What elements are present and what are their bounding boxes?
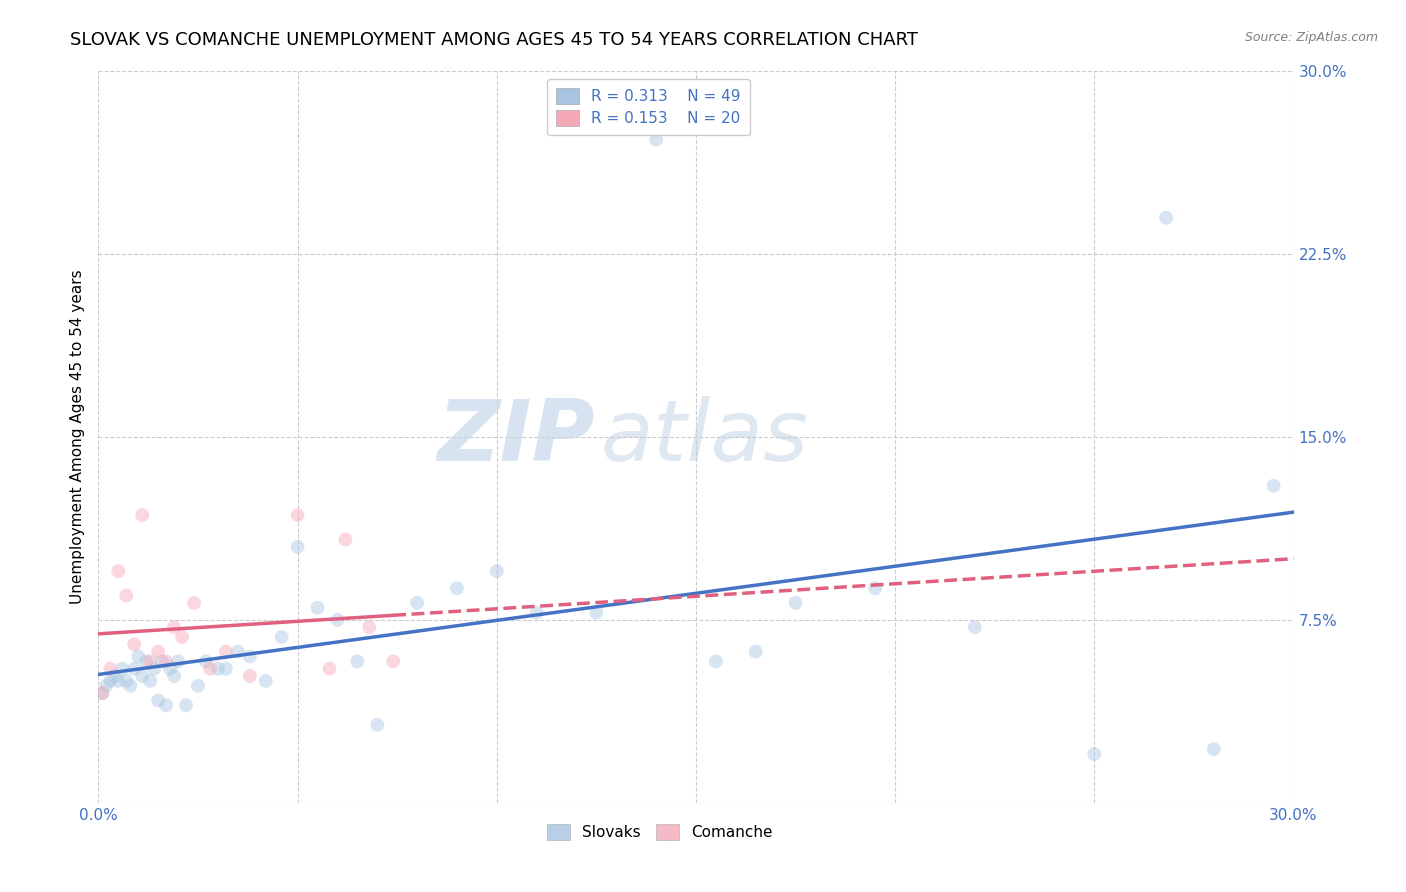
Point: [98, 662, 122, 676]
Point: [139, 654, 162, 668]
Point: [382, 654, 405, 668]
Point: [485, 564, 508, 578]
Point: [346, 654, 368, 668]
Point: [91, 686, 114, 700]
Point: [143, 662, 166, 676]
Point: [127, 649, 149, 664]
Text: Source: ZipAtlas.com: Source: ZipAtlas.com: [1244, 31, 1378, 45]
Point: [135, 654, 157, 668]
Point: [254, 673, 277, 688]
Point: [167, 654, 190, 668]
Point: [215, 662, 238, 676]
Point: [172, 630, 194, 644]
Point: [115, 673, 138, 688]
Point: [359, 620, 381, 634]
Point: [174, 698, 197, 713]
Legend: Slovaks, Comanche: Slovaks, Comanche: [541, 818, 779, 847]
Text: atlas: atlas: [600, 395, 808, 479]
Point: [91, 686, 114, 700]
Point: [163, 620, 186, 634]
Point: [406, 596, 429, 610]
Point: [287, 508, 309, 522]
Point: [239, 669, 262, 683]
Point: [124, 662, 146, 676]
Point: [163, 669, 186, 683]
Point: [150, 654, 173, 668]
Point: [785, 596, 807, 610]
Point: [183, 596, 205, 610]
Point: [207, 662, 229, 676]
Point: [270, 630, 292, 644]
Point: [115, 589, 138, 603]
Point: [96, 679, 118, 693]
Point: [103, 669, 125, 683]
Point: [226, 645, 249, 659]
Point: [335, 533, 357, 547]
Point: [1154, 211, 1177, 225]
Point: [287, 540, 309, 554]
Point: [1263, 479, 1285, 493]
Point: [148, 645, 170, 659]
Point: [155, 698, 177, 713]
Point: [366, 718, 388, 732]
Point: [131, 669, 153, 683]
Point: [963, 620, 986, 634]
Point: [107, 673, 129, 688]
Point: [585, 606, 607, 620]
Point: [139, 673, 162, 688]
Point: [124, 637, 146, 651]
Point: [215, 645, 238, 659]
Point: [307, 600, 329, 615]
Point: [155, 654, 177, 668]
Point: [239, 649, 262, 664]
Point: [98, 673, 122, 688]
Point: [645, 133, 668, 147]
Point: [326, 613, 349, 627]
Point: [745, 645, 768, 659]
Point: [131, 508, 153, 522]
Text: ZIP: ZIP: [437, 395, 595, 479]
Point: [159, 662, 181, 676]
Point: [318, 662, 340, 676]
Point: [526, 606, 548, 620]
Point: [865, 581, 887, 595]
Point: [446, 581, 468, 595]
Point: [195, 654, 218, 668]
Text: SLOVAK VS COMANCHE UNEMPLOYMENT AMONG AGES 45 TO 54 YEARS CORRELATION CHART: SLOVAK VS COMANCHE UNEMPLOYMENT AMONG AG…: [70, 31, 918, 49]
Point: [120, 679, 142, 693]
Point: [704, 654, 727, 668]
Point: [1083, 747, 1105, 761]
Point: [107, 564, 129, 578]
Point: [111, 662, 134, 676]
Y-axis label: Unemployment Among Ages 45 to 54 years: Unemployment Among Ages 45 to 54 years: [69, 269, 84, 605]
Point: [1202, 742, 1225, 756]
Point: [148, 693, 170, 707]
Point: [198, 662, 221, 676]
Point: [187, 679, 209, 693]
